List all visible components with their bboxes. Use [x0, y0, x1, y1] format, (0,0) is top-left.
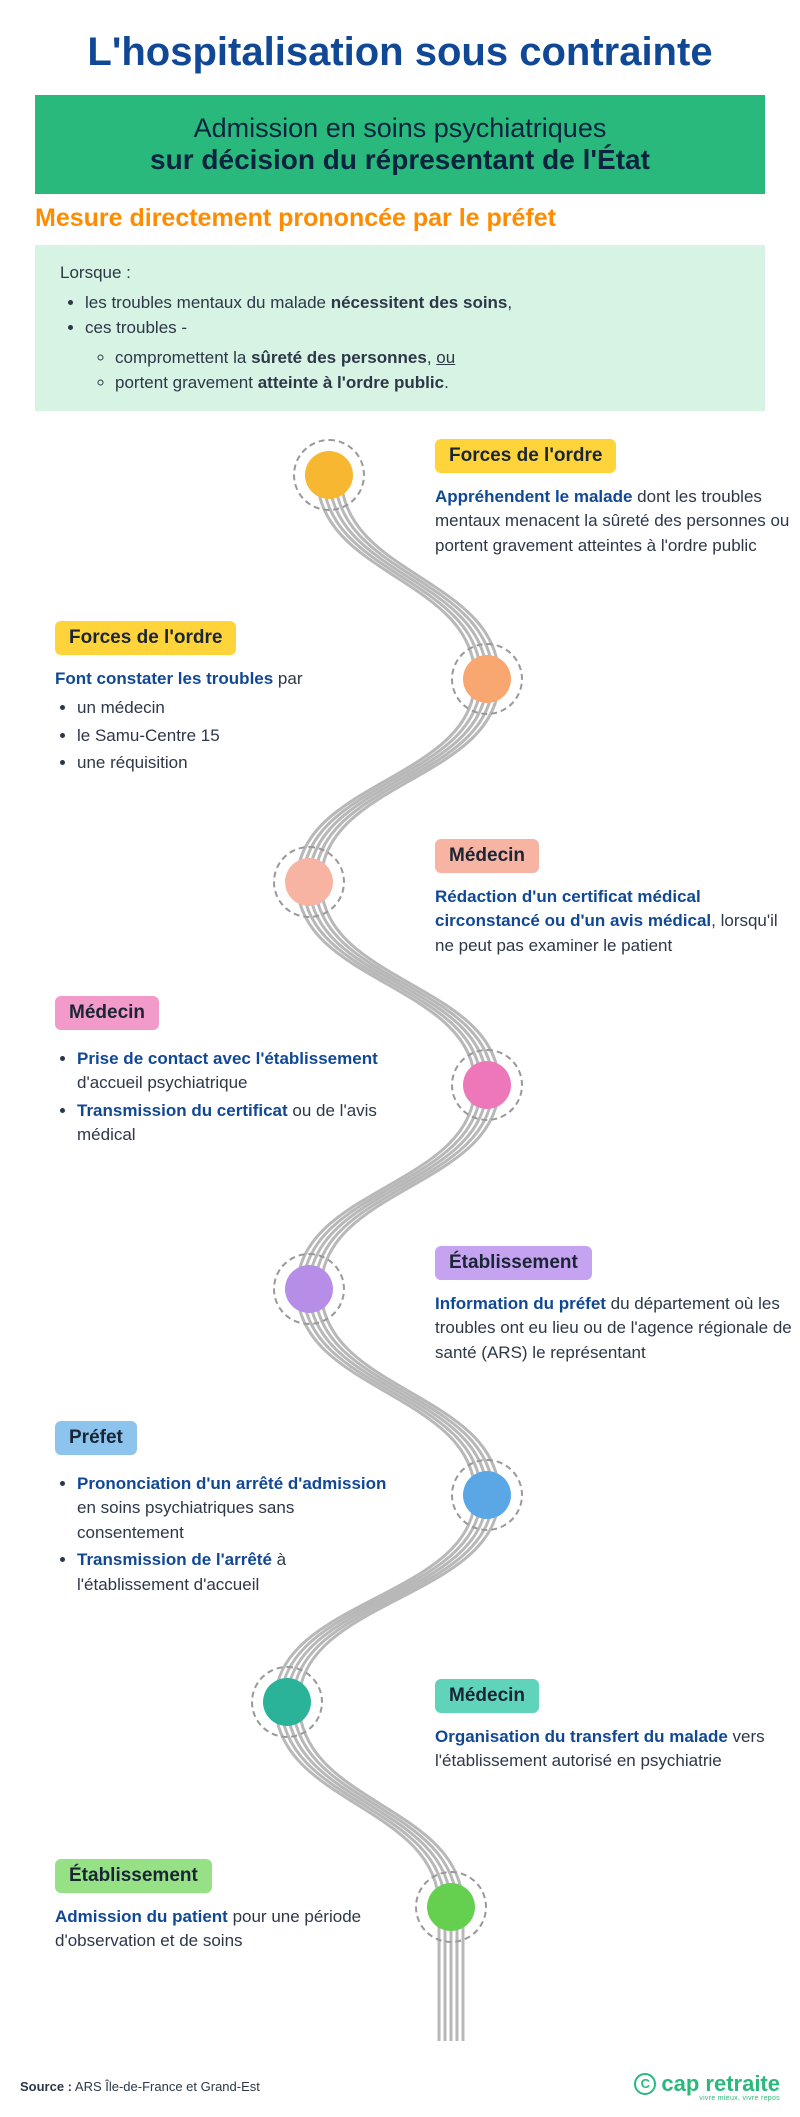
- banner-line1: Admission en soins psychiatriques: [55, 113, 745, 144]
- step-tag: Établissement: [435, 1246, 592, 1280]
- timeline-node: [273, 846, 345, 918]
- banner-line2: sur décision du répresentant de l'État: [55, 144, 745, 176]
- timeline-step: Établissement Information du préfet du dé…: [435, 1246, 795, 1366]
- timeline-step: Forces de l'ordre Font constater les trou…: [55, 621, 395, 780]
- timeline-step: Forces de l'ordre Appréhendent le malade …: [435, 439, 795, 559]
- timeline-step: Médecin Prise de contact avec l'établisse…: [55, 996, 395, 1152]
- timeline-node: [451, 1459, 523, 1531]
- step-tag: Forces de l'ordre: [55, 621, 236, 655]
- timeline-node: [251, 1666, 323, 1738]
- step-desc: Rédaction d'un certificat médical circon…: [435, 885, 795, 959]
- step-desc: Prononciation d'un arrêté d'admission en…: [55, 1472, 395, 1598]
- subtitle: Mesure directement prononcée par le préf…: [35, 204, 765, 233]
- timeline-node: [293, 439, 365, 511]
- step-tag: Établissement: [55, 1859, 212, 1893]
- step-desc: Organisation du transfert du malade vers…: [435, 1725, 795, 1774]
- timeline-step: Médecin Rédaction d'un certificat médical…: [435, 839, 795, 959]
- footer: Source : ARS Île-de-France et Grand-Est …: [0, 2061, 800, 2117]
- page-title: L'hospitalisation sous contrainte: [35, 30, 765, 75]
- timeline-node: [273, 1253, 345, 1325]
- intro-box: Lorsque :les troubles mentaux du malade …: [35, 245, 765, 411]
- step-desc: Information du préfet du département où …: [435, 1292, 795, 1366]
- timeline: Forces de l'ordreAppréhendent le malade …: [35, 421, 765, 2041]
- timeline-node: [451, 643, 523, 715]
- step-desc: Prise de contact avec l'établissement d'…: [55, 1047, 395, 1149]
- step-desc: Appréhendent le malade dont les troubles…: [435, 485, 795, 559]
- step-tag: Préfet: [55, 1421, 137, 1455]
- step-desc: Admission du patient pour une période d'…: [55, 1905, 395, 1954]
- banner: Admission en soins psychiatriques sur dé…: [35, 95, 765, 194]
- step-tag: Médecin: [435, 839, 539, 873]
- step-tag: Médecin: [435, 1679, 539, 1713]
- timeline-node: [415, 1871, 487, 1943]
- logo-icon: C: [634, 2073, 656, 2095]
- step-tag: Médecin: [55, 996, 159, 1030]
- timeline-step: Établissement Admission du patient pour u…: [55, 1859, 395, 1954]
- timeline-step: Médecin Organisation du transfert du mala…: [435, 1679, 795, 1774]
- timeline-node: [451, 1049, 523, 1121]
- step-tag: Forces de l'ordre: [435, 439, 616, 473]
- logo: C cap retraite vivre mieux, vivre repos: [634, 2071, 780, 2102]
- timeline-step: Préfet Prononciation d'un arrêté d'admiss…: [55, 1421, 395, 1601]
- step-desc: Font constater les troubles parun médeci…: [55, 667, 395, 777]
- source-text: Source : ARS Île-de-France et Grand-Est: [20, 2079, 260, 2094]
